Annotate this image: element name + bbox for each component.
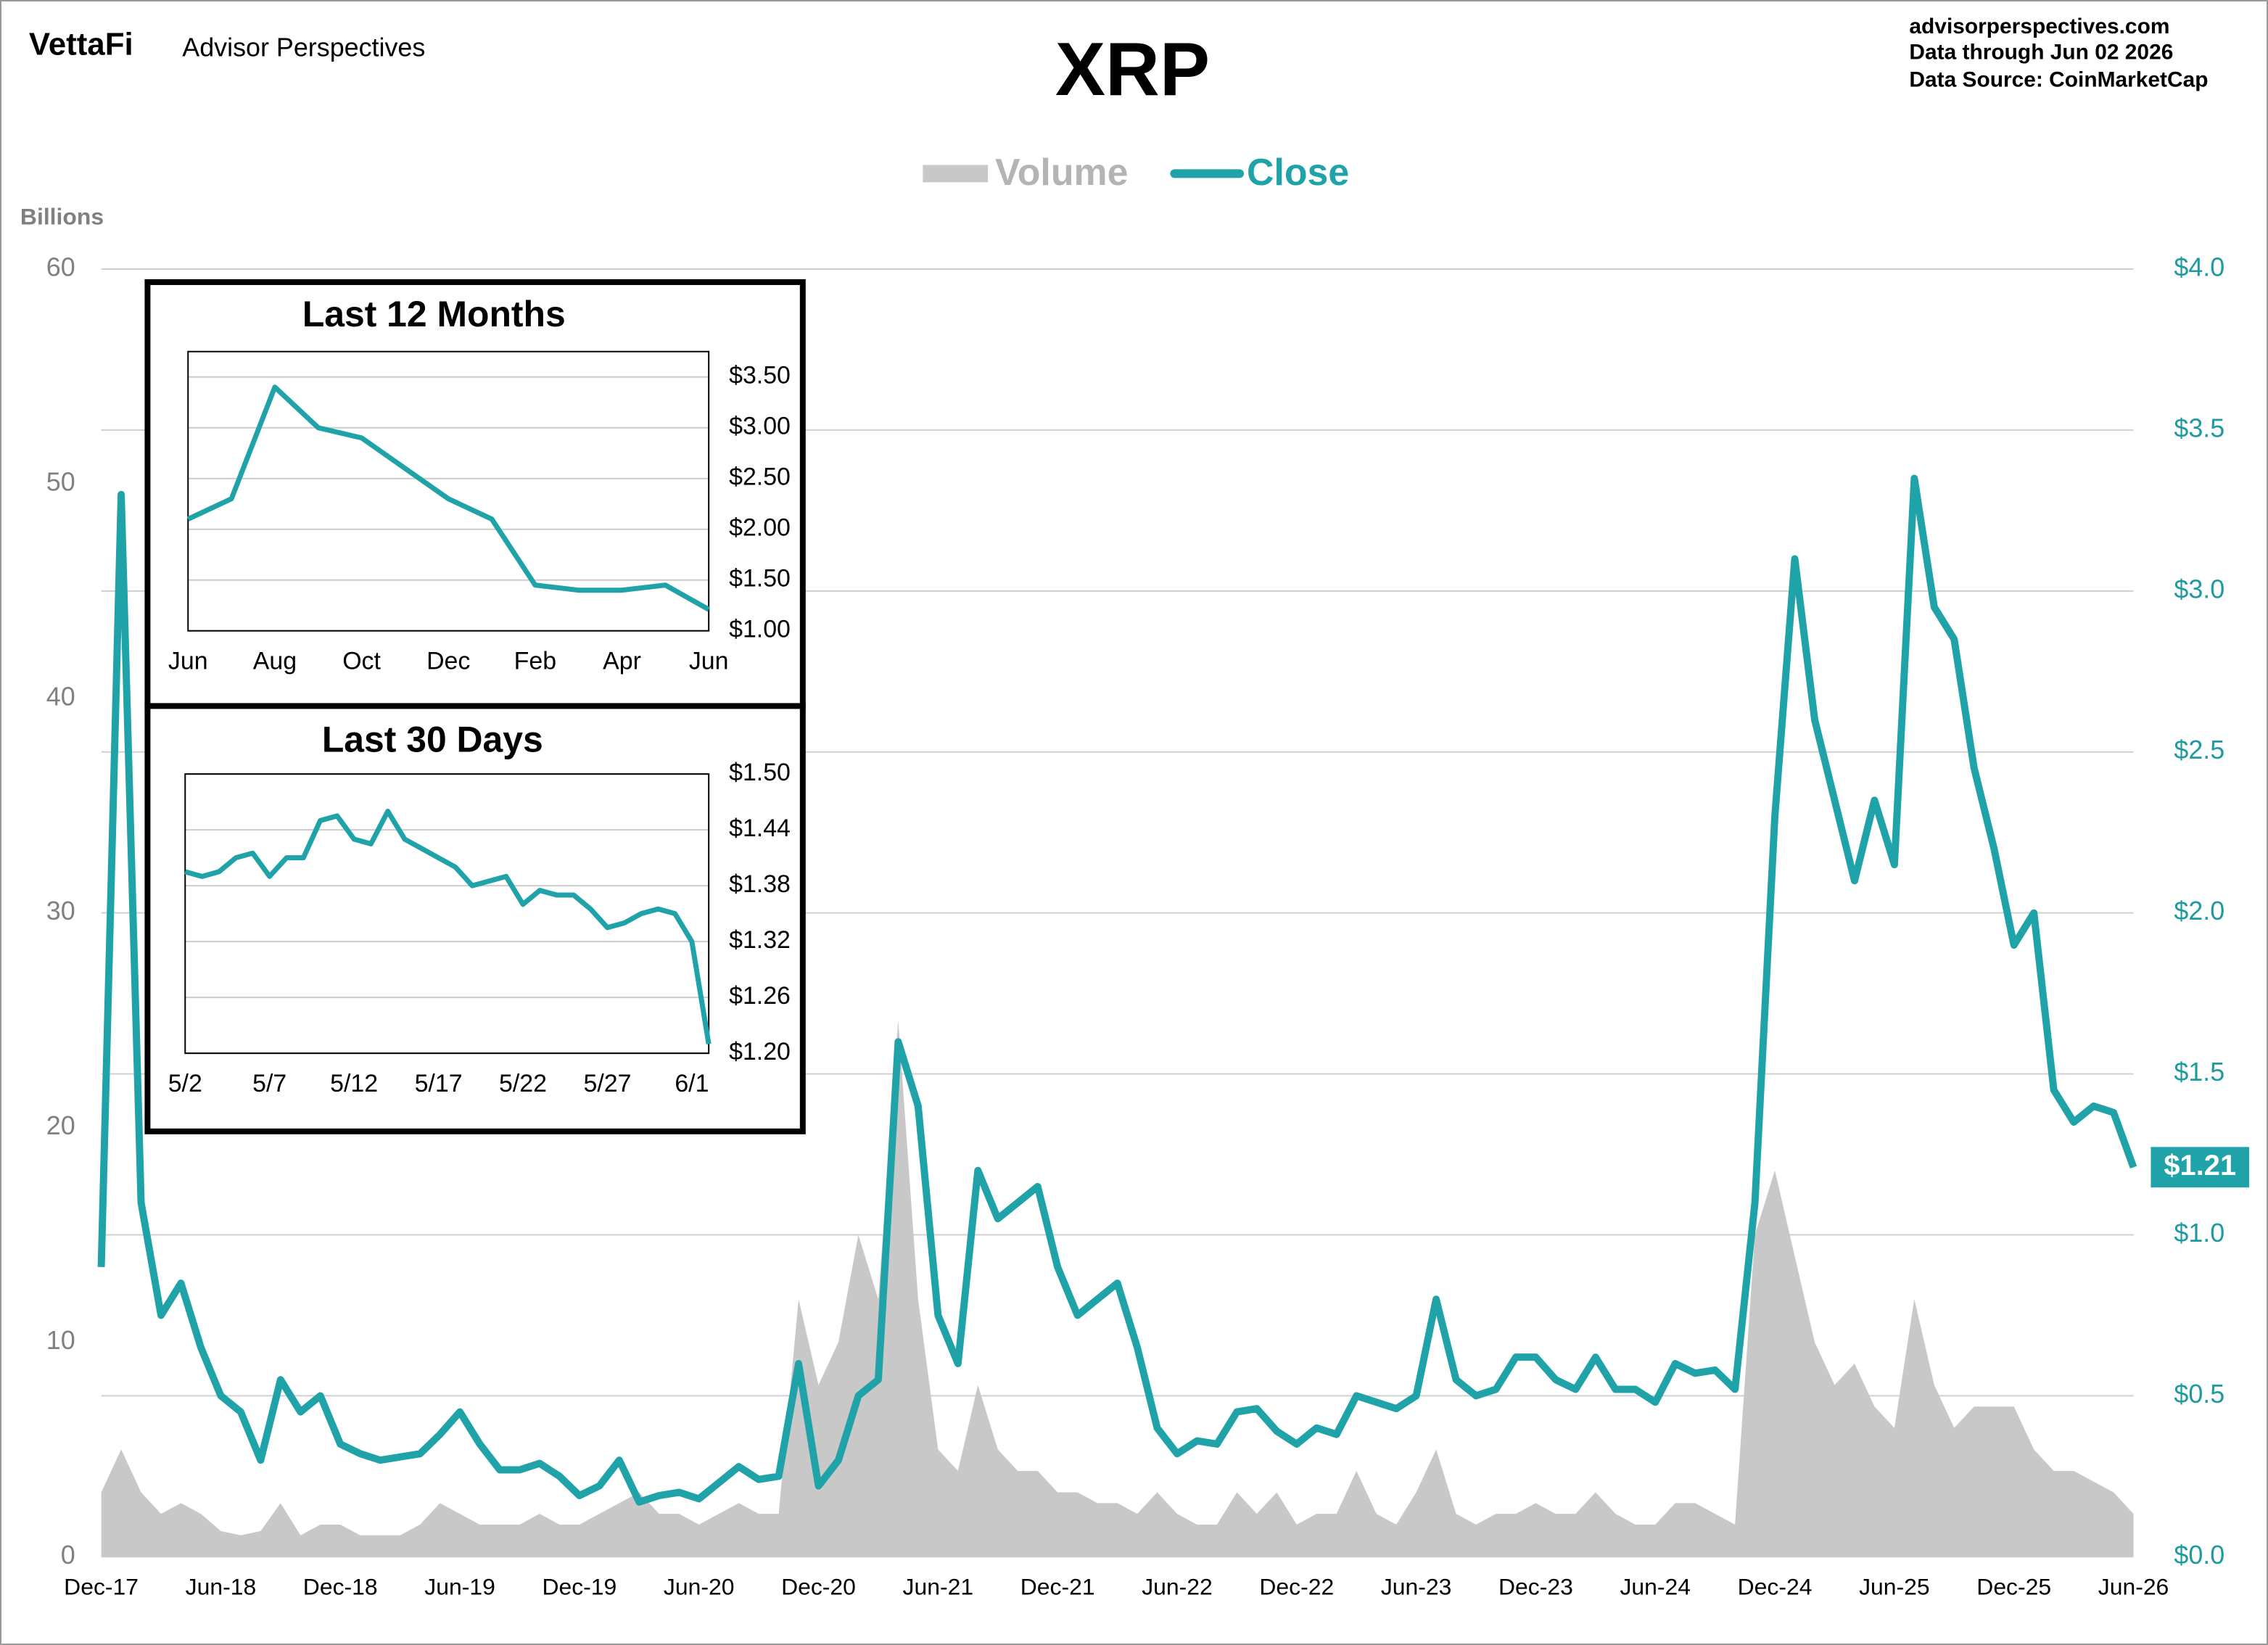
x-tick-label: Jun	[168, 648, 208, 675]
x-tick-label: Dec-24	[1738, 1574, 1813, 1600]
x-tick-label: Jun-26	[2098, 1574, 2169, 1600]
price-line	[184, 809, 712, 1044]
volume-area	[101, 1020, 2134, 1557]
y-tick-label: $2.50	[729, 463, 791, 491]
y-tick-label: $1.50	[729, 565, 791, 593]
data-through: Data through Jun 02 2026	[1909, 41, 2173, 65]
x-tick-label: Apr	[603, 648, 641, 675]
y-tick-label: 20	[46, 1111, 75, 1140]
inset-title: Last 12 Months	[302, 294, 566, 334]
y-tick-label: $1.26	[729, 982, 791, 1010]
x-tick-label: Dec-22	[1259, 1574, 1334, 1600]
y-tick-label: $3.00	[729, 413, 791, 440]
x-tick-label: Jun-19	[424, 1574, 495, 1600]
y2-tick-label: $3.5	[2174, 413, 2224, 442]
x-tick-label: 5/12	[330, 1070, 378, 1097]
price-line	[186, 384, 710, 612]
close-line	[97, 474, 2137, 1506]
y2-tick-label: $0.5	[2174, 1380, 2224, 1409]
y-tick-label: $1.38	[729, 870, 791, 898]
end-label-box	[2151, 1147, 2250, 1188]
x-tick-label: 5/7	[252, 1070, 286, 1097]
y-tick-label: $1.50	[729, 759, 791, 786]
y-tick-label: $1.32	[729, 926, 791, 954]
x-tick-label: 5/2	[168, 1070, 202, 1097]
y-tick-label: 30	[46, 896, 75, 925]
x-tick-label: Jun-18	[186, 1574, 257, 1600]
y-tick-label: 50	[46, 467, 75, 496]
y2-tick-label: $1.0	[2174, 1219, 2224, 1248]
x-tick-label: Jun-21	[903, 1574, 974, 1600]
y-tick-label: $2.00	[729, 514, 791, 542]
y-tick-label: $1.44	[729, 815, 791, 842]
y2-tick-label: $2.0	[2174, 896, 2224, 925]
publisher: Advisor Perspectives	[182, 33, 425, 62]
y-tick-label: 60	[46, 253, 75, 282]
x-tick-label: 5/17	[415, 1070, 463, 1097]
x-tick-label: Jun-25	[1859, 1574, 1930, 1600]
x-tick-label: Aug	[253, 648, 297, 675]
plot-border	[184, 773, 710, 1055]
inset-box	[144, 703, 806, 1134]
legend-label: Close	[1247, 151, 1349, 193]
y-axis-label: Billions	[20, 204, 104, 230]
x-tick-label: Jun	[689, 648, 729, 675]
y2-tick-label: $0.0	[2174, 1541, 2224, 1570]
x-tick-label: Dec-23	[1498, 1574, 1573, 1600]
legend-label: Volume	[995, 151, 1128, 193]
x-tick-label: Dec-20	[781, 1574, 856, 1600]
x-tick-label: 6/1	[675, 1070, 709, 1097]
chart-title: XRP	[1055, 27, 1210, 111]
x-tick-label: 5/22	[499, 1070, 547, 1097]
y-tick-label: 0	[61, 1541, 75, 1570]
site: advisorperspectives.com	[1909, 15, 2169, 38]
x-tick-label: Jun-23	[1381, 1574, 1452, 1600]
x-tick-label: Jun-24	[1620, 1574, 1691, 1600]
x-tick-label: Dec-21	[1020, 1574, 1095, 1600]
x-tick-label: Jun-20	[664, 1574, 735, 1600]
y-tick-label: $3.50	[729, 362, 791, 389]
x-tick-label: Dec-18	[303, 1574, 378, 1600]
x-tick-label: Jun-22	[1142, 1574, 1213, 1600]
y2-tick-label: $1.5	[2174, 1058, 2224, 1087]
plot-border	[187, 350, 710, 632]
x-tick-label: Dec-17	[64, 1574, 139, 1600]
y2-tick-label: $3.0	[2174, 574, 2224, 603]
y2-tick-label: $2.5	[2174, 735, 2224, 764]
data-source: Data Source: CoinMarketCap	[1909, 68, 2208, 92]
x-tick-label: Dec-25	[1976, 1574, 2051, 1600]
inset-title: Last 30 Days	[322, 719, 543, 759]
x-tick-label: Feb	[514, 648, 556, 675]
y-tick-label: 10	[46, 1326, 75, 1355]
legend-swatch	[923, 165, 989, 183]
x-tick-label: Dec	[426, 648, 470, 675]
y-tick-label: $1.00	[729, 616, 791, 643]
x-tick-label: Dec-19	[542, 1574, 617, 1600]
brand: VettaFi	[29, 26, 133, 62]
x-tick-label: Oct	[342, 648, 381, 675]
x-tick-label: 5/27	[583, 1070, 631, 1097]
y-tick-label: $1.20	[729, 1038, 791, 1065]
y-tick-label: 40	[46, 682, 75, 711]
y2-tick-label: $4.0	[2174, 253, 2224, 282]
end-label: $1.21	[2164, 1150, 2236, 1182]
inset-box	[144, 279, 806, 709]
